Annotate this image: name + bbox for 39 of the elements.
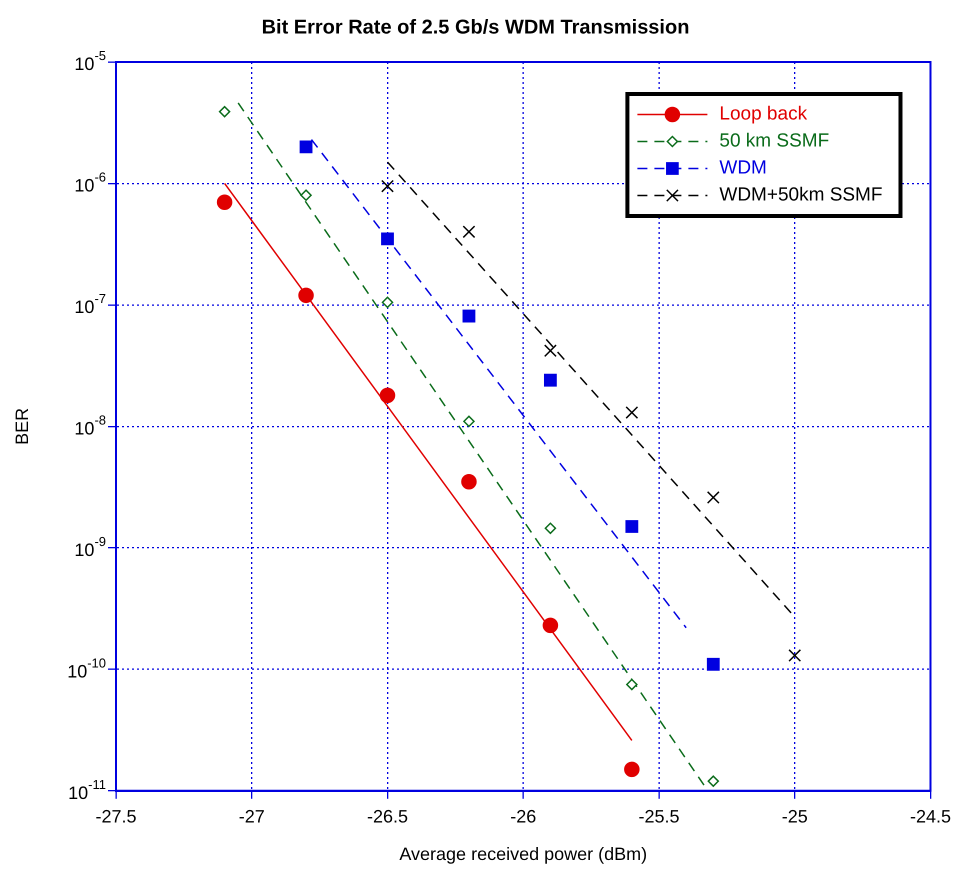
x-axis-title: Average received power (dBm)	[399, 844, 648, 864]
point	[463, 416, 475, 428]
x-tick-label: -27	[238, 806, 265, 827]
legend-label: 50 km SSMF	[719, 130, 830, 152]
legend-label: Loop back	[719, 104, 808, 125]
point	[542, 618, 558, 634]
point	[382, 296, 394, 308]
point	[218, 106, 230, 118]
point	[706, 658, 720, 671]
point	[381, 180, 394, 193]
point	[462, 225, 476, 238]
point	[300, 189, 312, 201]
x-tick-label: -27.5	[95, 806, 137, 827]
point	[462, 310, 476, 322]
point	[625, 406, 638, 419]
x-tick-label: -26	[510, 806, 536, 827]
point	[624, 762, 640, 778]
x-tick-label: -25	[782, 806, 808, 827]
point	[544, 374, 557, 387]
legend-label: WDM+50km SSMF	[719, 184, 882, 206]
chart-title: Bit Error Rate of 2.5 Gb/s WDM Transmission	[262, 16, 690, 39]
point	[544, 522, 556, 534]
point	[216, 194, 232, 210]
x-tick-label: -25.5	[638, 806, 680, 827]
point	[788, 649, 802, 662]
x-tick-label: -26.5	[366, 806, 408, 827]
point	[626, 678, 638, 690]
point	[300, 140, 312, 154]
point	[461, 474, 477, 490]
x-tick-label: -24.5	[910, 806, 951, 827]
point	[544, 344, 557, 358]
legend-label: WDM	[719, 158, 767, 179]
point	[706, 491, 720, 504]
point	[708, 775, 720, 787]
y-axis-title: BER	[12, 408, 32, 445]
point	[380, 388, 396, 404]
point	[625, 520, 638, 533]
point	[381, 232, 394, 246]
point	[298, 288, 314, 304]
